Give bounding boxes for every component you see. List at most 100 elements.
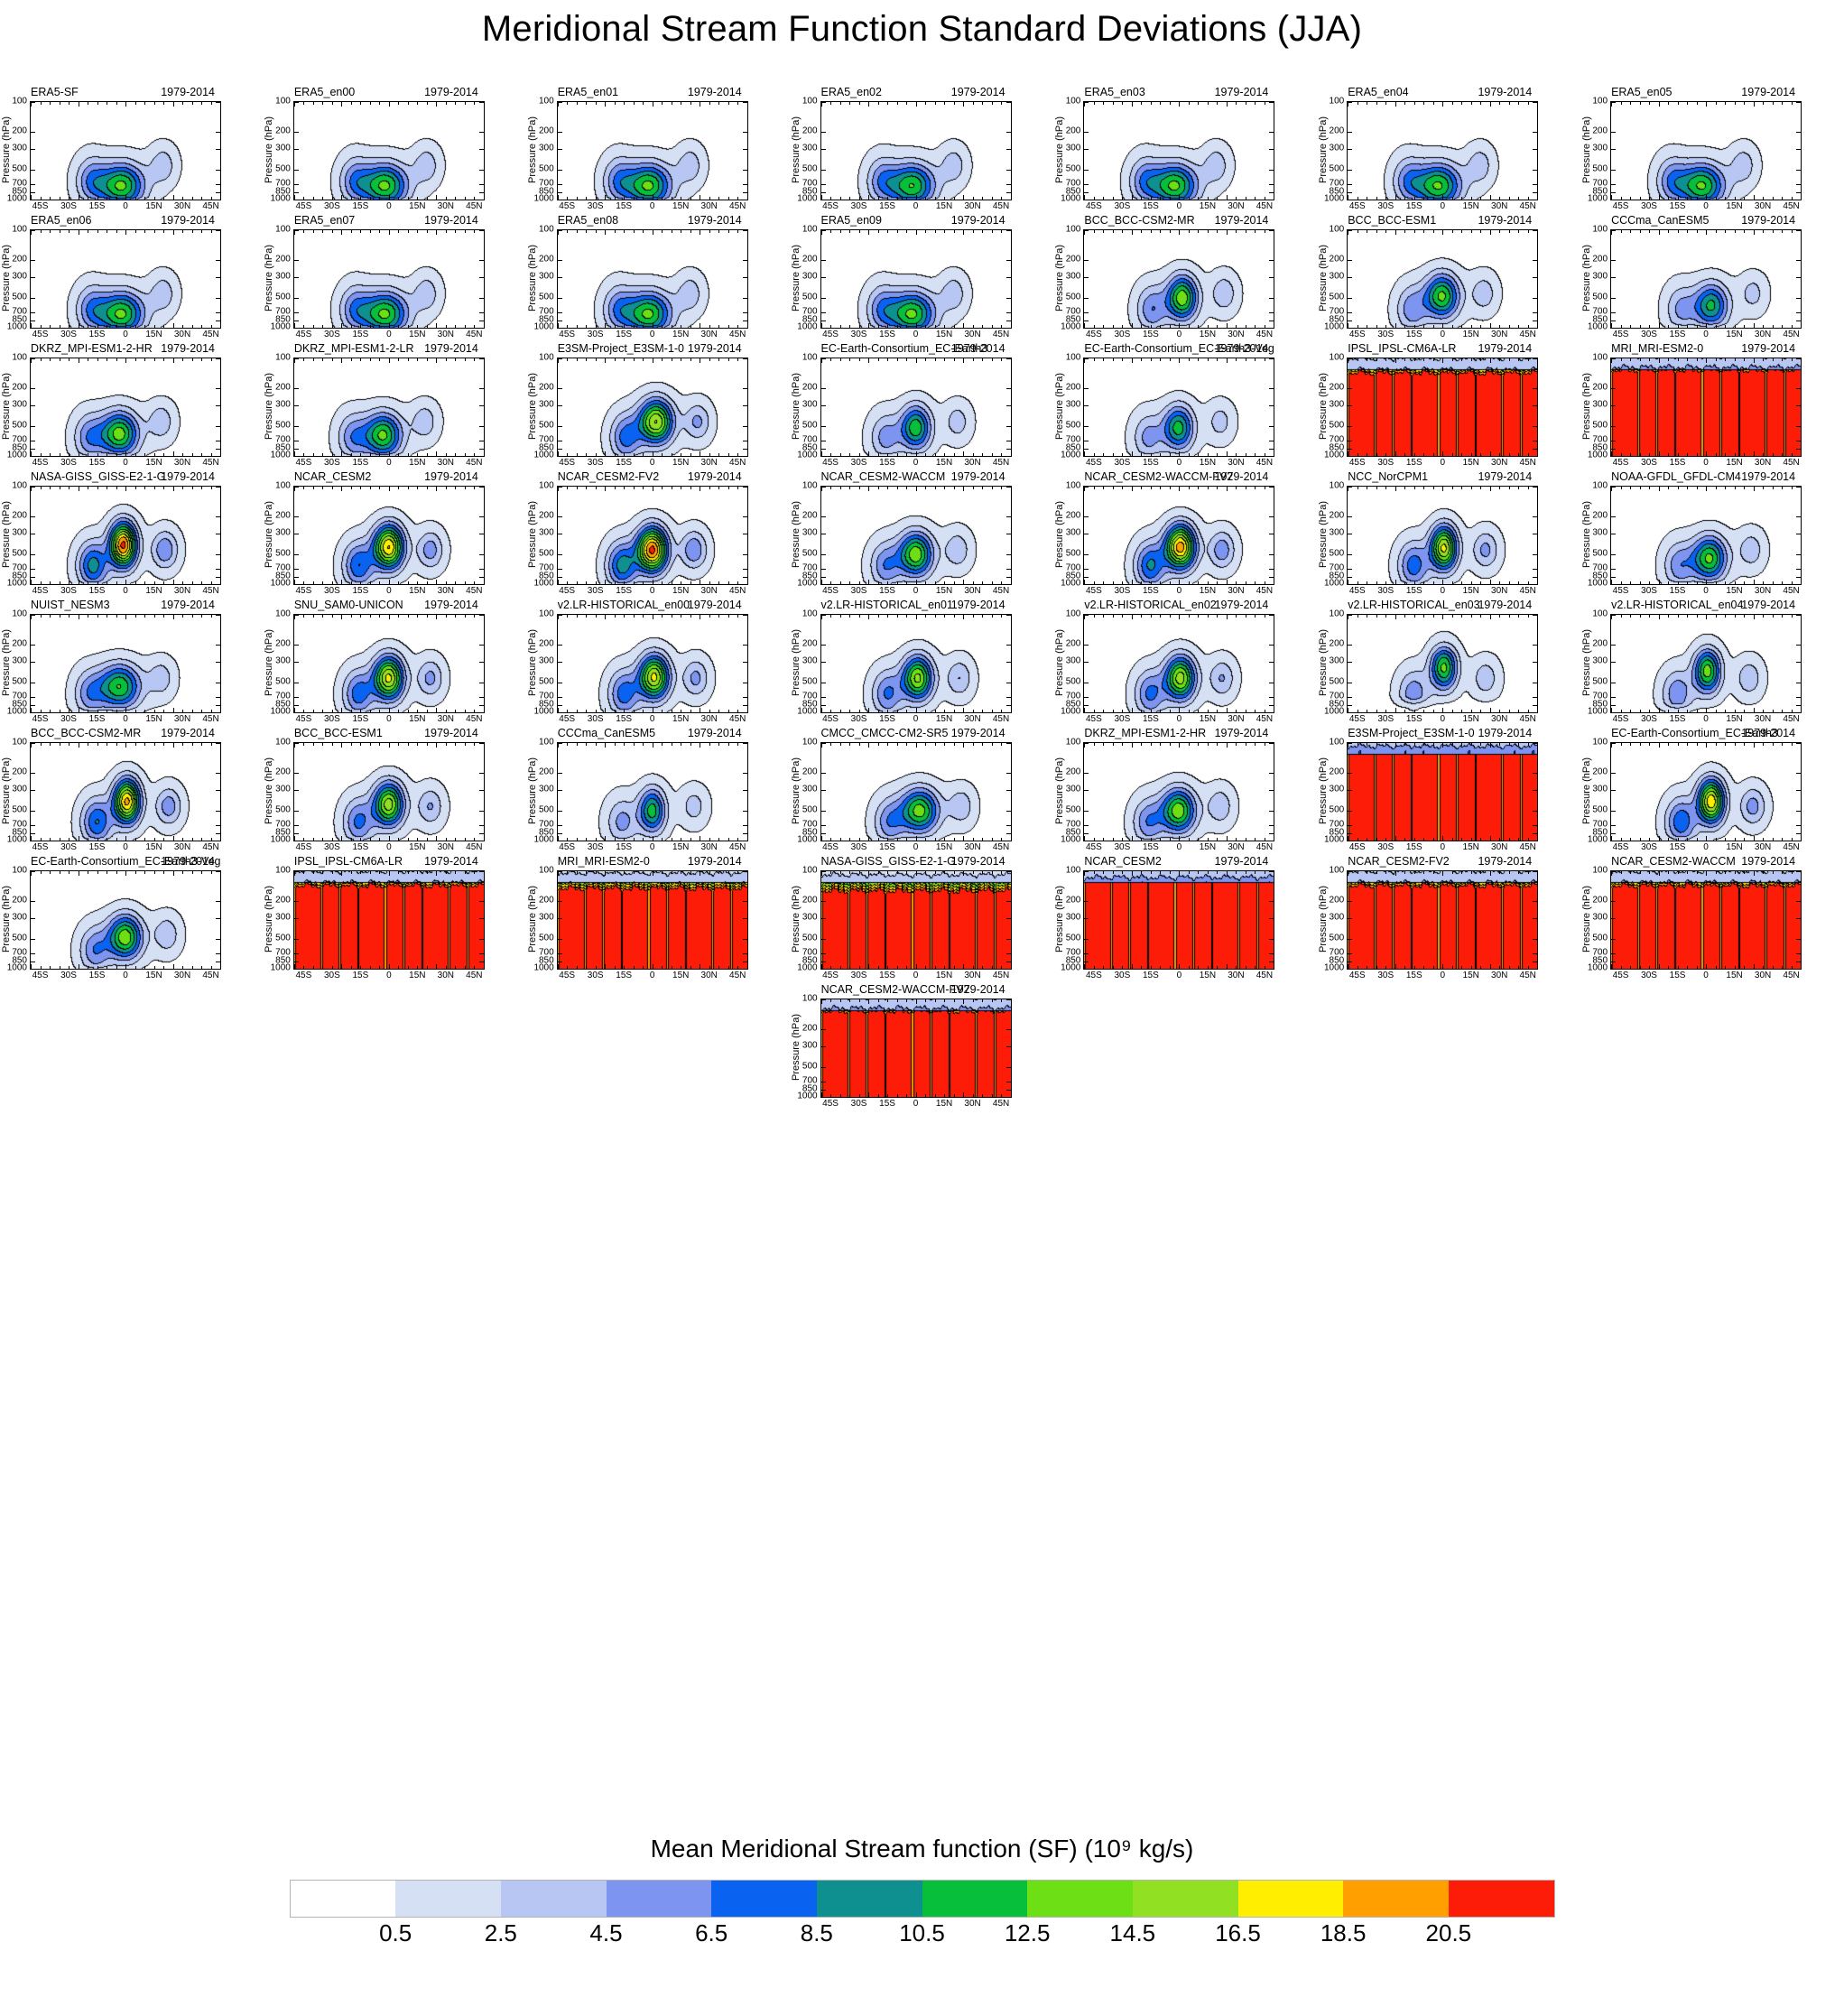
axis-tick (709, 102, 710, 105)
plot-axes (1347, 358, 1539, 457)
plot-axes (292, 614, 485, 713)
axis-tick (1611, 939, 1617, 941)
colorbar-segment (1132, 1881, 1238, 1917)
axis-tick (595, 838, 597, 841)
panel-period: 1979-2014 (1214, 470, 1269, 483)
y-tick-label: 500 (12, 548, 27, 559)
y-tick-label: 100 (802, 737, 818, 748)
x-tick-label: 45N (992, 842, 1010, 852)
axis-tick (153, 838, 155, 841)
x-tick-label: 45N (1256, 458, 1274, 468)
axis-tick (1470, 102, 1472, 105)
panel-title: E3SM-Project_E3SM-1-0 (557, 342, 685, 355)
axis-tick (1744, 615, 1746, 618)
axis-tick (369, 966, 371, 969)
x-tick-label: 15N (1726, 586, 1743, 596)
axis-tick (293, 102, 299, 103)
y-axis-ticks: 100 200 300 500 700 850 1000 (533, 866, 557, 973)
axis-tick (1255, 487, 1256, 489)
axis-tick (1376, 197, 1377, 200)
axis-tick (586, 838, 588, 841)
axis-tick (1801, 102, 1802, 107)
axis-tick (398, 966, 400, 969)
axis-tick (1782, 615, 1784, 618)
y-axis-label: Pressure (hPa) (1317, 245, 1329, 311)
axis-tick (1005, 298, 1011, 300)
axis-tick (1527, 453, 1529, 456)
y-tick-label: 500 (275, 163, 291, 174)
y-tick-label: 500 (275, 804, 291, 815)
axis-tick (1725, 871, 1727, 874)
y-axis-label: Pressure (hPa) (527, 373, 539, 440)
plot-axes (1083, 870, 1275, 970)
axis-tick (624, 325, 625, 328)
axis-tick (1677, 487, 1679, 489)
axis-tick (742, 743, 747, 744)
x-tick-label: 30S (1377, 458, 1395, 468)
axis-tick (915, 999, 917, 1004)
axis-tick (1217, 197, 1219, 200)
axis-tick (1480, 871, 1482, 874)
axis-tick (1093, 325, 1095, 328)
y-tick-label: 200 (802, 125, 818, 135)
axis-tick (293, 661, 299, 663)
axis-tick (1611, 554, 1617, 556)
axis-tick (388, 743, 390, 748)
axis-tick (742, 953, 747, 955)
x-tick-label: 0 (1703, 201, 1709, 211)
axis-tick (915, 743, 917, 748)
axis-tick (557, 426, 562, 428)
axis-tick (557, 697, 562, 699)
axis-tick (1442, 451, 1444, 456)
axis-tick (293, 789, 299, 791)
panel-title: v2.LR-HISTORICAL_en00 (557, 599, 690, 611)
axis-tick (1753, 580, 1755, 584)
axis-tick (1395, 323, 1396, 328)
x-tick-label: 15S (1142, 714, 1159, 724)
axis-tick (484, 964, 485, 969)
axis-tick (172, 451, 174, 456)
axis-tick (820, 871, 826, 872)
axis-tick (1269, 404, 1274, 406)
x-axis-ticks: 45S 30S 15S 0 15N 30N 45N (821, 200, 1011, 214)
axis-tick (953, 197, 955, 200)
axis-tick (1217, 838, 1219, 841)
axis-tick (1611, 358, 1613, 363)
axis-tick (1432, 710, 1434, 712)
axis-tick (1658, 230, 1660, 235)
axis-tick (1348, 871, 1353, 872)
axis-tick (934, 710, 936, 712)
axis-tick (595, 102, 597, 105)
y-tick-label: 300 (539, 527, 554, 538)
axis-tick (747, 871, 748, 876)
x-tick-label: 30S (1641, 714, 1657, 724)
axis-tick (1269, 615, 1274, 616)
panel-title: IPSL_IPSL-CM6A-LR (1348, 342, 1457, 355)
axis-tick (982, 615, 984, 618)
axis-tick (1150, 743, 1152, 746)
axis-tick (982, 710, 984, 712)
panel-period: 1979-2014 (1478, 855, 1533, 868)
axis-tick (1122, 102, 1124, 105)
axis-tick (1611, 192, 1617, 194)
axis-tick (417, 102, 419, 105)
axis-tick (293, 743, 299, 744)
y-axis-label-wrap: Pressure (hPa) (0, 486, 12, 583)
y-tick-label: 100 (1065, 480, 1081, 491)
panel-title: ERA5_en02 (820, 86, 882, 98)
axis-tick (478, 825, 484, 827)
panel-title: SNU_SAM0-UNICON (293, 599, 403, 611)
axis-tick (216, 917, 220, 919)
plot-axes (30, 870, 221, 970)
axis-tick (1348, 554, 1353, 556)
x-tick-label: 30S (1377, 586, 1395, 596)
panel-title: NCAR_CESM2-WACCM (820, 470, 946, 483)
x-tick-label: 30S (1377, 971, 1395, 980)
axis-tick (1687, 581, 1689, 584)
y-tick-label: 500 (1592, 676, 1608, 687)
axis-tick (1093, 358, 1095, 361)
contour-canvas (1611, 230, 1802, 328)
y-axis-label: Pressure (hPa) (1317, 757, 1329, 824)
axis-tick (614, 743, 616, 746)
axis-tick (1639, 838, 1641, 841)
